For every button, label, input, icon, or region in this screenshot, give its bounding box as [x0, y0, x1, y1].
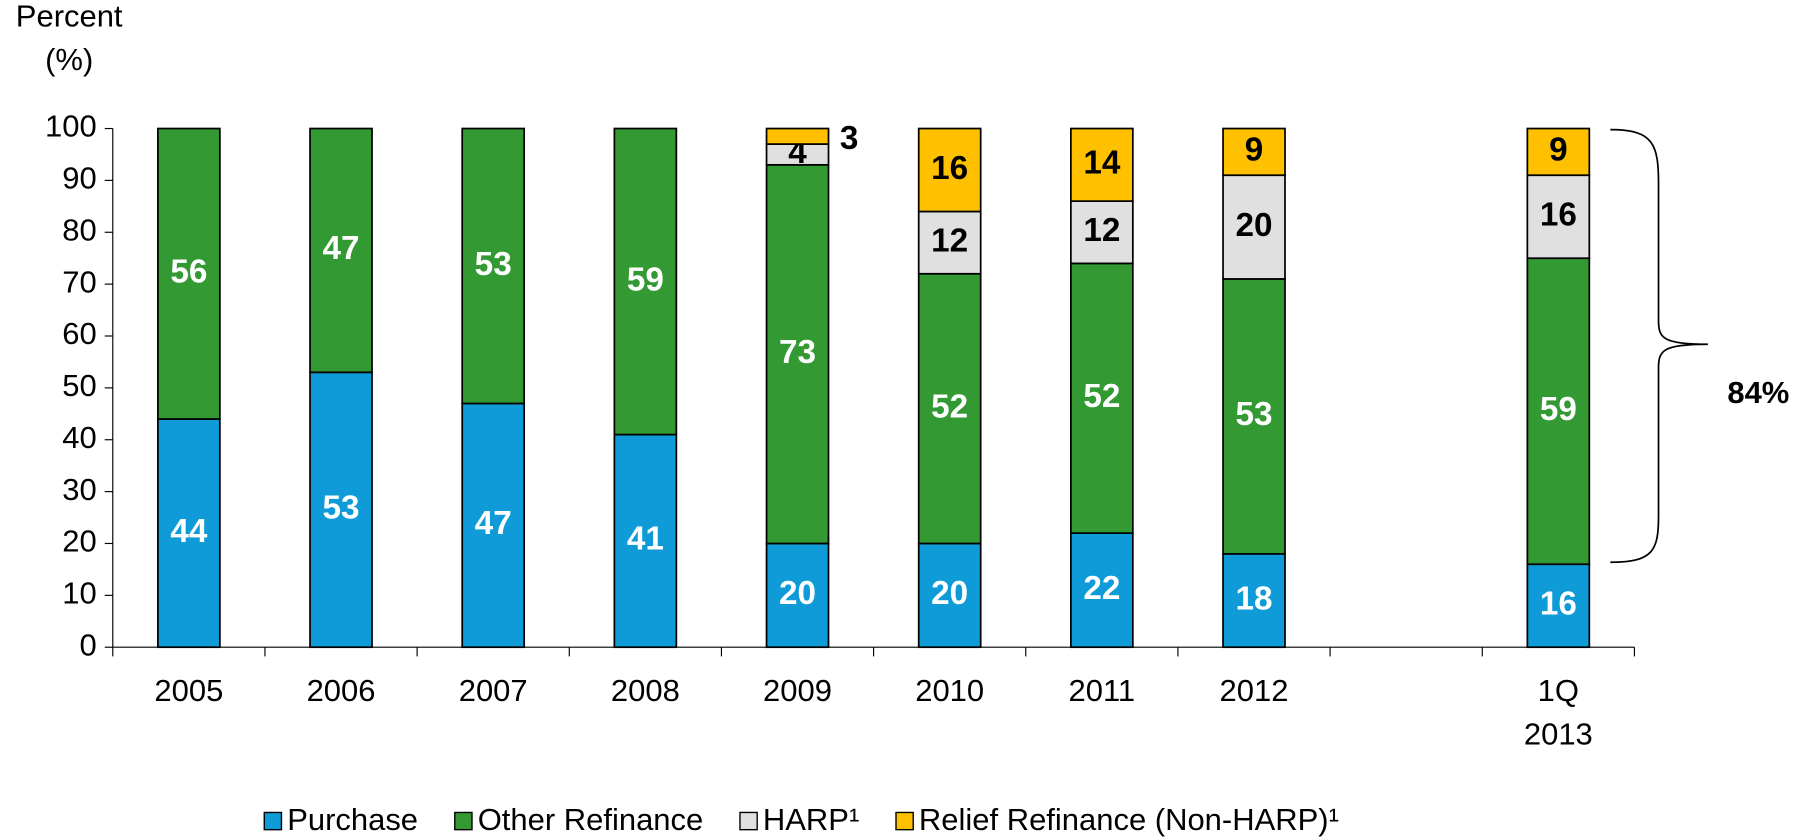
x-tick-label-line: 2010 [915, 673, 984, 708]
x-tick-label: 2011 [1069, 673, 1136, 708]
y-tick-label: 20 [62, 524, 96, 559]
value-label: 53 [323, 490, 360, 527]
value-label: 3 [840, 120, 859, 157]
x-tick-label: 1Q 2013 [1524, 673, 1593, 752]
bar-segment [1526, 127, 1591, 177]
legend-swatch [739, 811, 758, 831]
y-axis-label: Percent (%) [16, 0, 123, 77]
bar-segment [613, 127, 678, 436]
value-label: 41 [627, 521, 664, 558]
value-label: 16 [1540, 196, 1577, 233]
value-label: 12 [931, 222, 968, 259]
bar-segment [309, 127, 373, 374]
value-label: 18 [1236, 580, 1273, 617]
bar-segment [917, 127, 982, 213]
value-label: 9 [1245, 132, 1264, 169]
x-tick-label: 2008 [611, 673, 680, 708]
brace [1610, 128, 1708, 564]
bar-segment [157, 127, 221, 420]
x-tick-label-line: 2005 [154, 673, 223, 708]
x-tick-label: 2012 [1220, 673, 1289, 708]
y-tick-label: 30 [62, 472, 96, 507]
legend-label: Relief Refinance (Non-HARP)¹ [919, 802, 1339, 837]
x-tick-label-line: 2013 [1524, 717, 1593, 752]
y-tick-label: 100 [45, 109, 97, 144]
y-tick-label: 10 [62, 576, 96, 611]
bar-segment [1222, 552, 1286, 649]
value-label: 52 [931, 388, 968, 425]
legend-swatch [895, 811, 914, 831]
value-label: 9 [1549, 132, 1568, 169]
bar-segment [765, 163, 830, 545]
bar-segment [1526, 563, 1591, 649]
value-label: 47 [475, 505, 512, 542]
annotation: 84% [1727, 375, 1789, 410]
bar-segment [765, 542, 830, 649]
value-label: 53 [475, 246, 512, 283]
bar-segment [157, 418, 221, 649]
y-axis-label-line: (%) [45, 42, 93, 77]
bar-segment [1526, 257, 1591, 566]
x-tick-label-line: 2012 [1220, 673, 1289, 708]
x-tick-label-line: 2011 [1069, 673, 1136, 708]
value-label: 16 [931, 150, 968, 187]
bar-segment [917, 272, 982, 545]
y-tick-label: 40 [62, 420, 96, 455]
value-label: 20 [1236, 207, 1273, 244]
legend-swatch [454, 811, 473, 831]
bar-segment [1070, 532, 1134, 649]
value-label: 73 [779, 334, 816, 371]
y-axis-label-line: Percent [16, 0, 123, 34]
bar-segment [765, 127, 830, 145]
value-label: 59 [1540, 391, 1577, 428]
value-label: 52 [1083, 378, 1120, 415]
value-label: 53 [1236, 396, 1273, 433]
legend-label: Purchase [287, 802, 418, 837]
value-label: 47 [323, 230, 360, 267]
bar-segment [1222, 278, 1286, 555]
value-label: 14 [1083, 145, 1121, 182]
bar-segment [1222, 127, 1286, 177]
value-label: 16 [1540, 585, 1577, 622]
value-label: 20 [931, 575, 968, 612]
y-tick-label: 80 [62, 212, 96, 247]
x-tick-label: 2009 [763, 673, 832, 708]
bar-segment [461, 127, 526, 405]
y-tick-label: 60 [62, 316, 96, 351]
bar-segment [917, 542, 982, 649]
bar-segment [613, 433, 678, 649]
y-tick-label: 0 [79, 627, 96, 662]
bar-segment [917, 210, 982, 275]
x-tick-label: 2007 [459, 673, 528, 708]
x-tick-label-line: 2009 [763, 673, 832, 708]
x-tick-label-line: 2007 [459, 673, 528, 708]
y-tick-label: 70 [62, 264, 96, 299]
legend-label: Other Refinance [478, 802, 704, 837]
bar-segment [1526, 174, 1591, 260]
y-tick-label: 90 [62, 161, 96, 196]
bar-segment [1070, 200, 1134, 265]
x-tick-label-line: 2006 [307, 673, 376, 708]
value-label: 12 [1083, 212, 1120, 249]
value-label: 44 [170, 513, 208, 550]
y-tick-label: 50 [62, 368, 96, 403]
x-tick-label: 2010 [915, 673, 984, 708]
bar-segment [1070, 127, 1134, 203]
value-label: 59 [627, 261, 664, 298]
legend-swatch [263, 811, 283, 831]
x-tick-label: 2005 [154, 673, 223, 708]
value-label: 56 [170, 254, 207, 291]
x-tick-label-line: 2008 [611, 673, 680, 708]
x-tick-label-line: 1Q [1538, 673, 1579, 708]
value-label: 22 [1083, 570, 1120, 607]
legend-label: HARP¹ [763, 802, 859, 837]
x-tick-label: 2006 [307, 673, 376, 708]
value-label: 20 [779, 575, 816, 612]
bar-segment [1070, 262, 1134, 534]
